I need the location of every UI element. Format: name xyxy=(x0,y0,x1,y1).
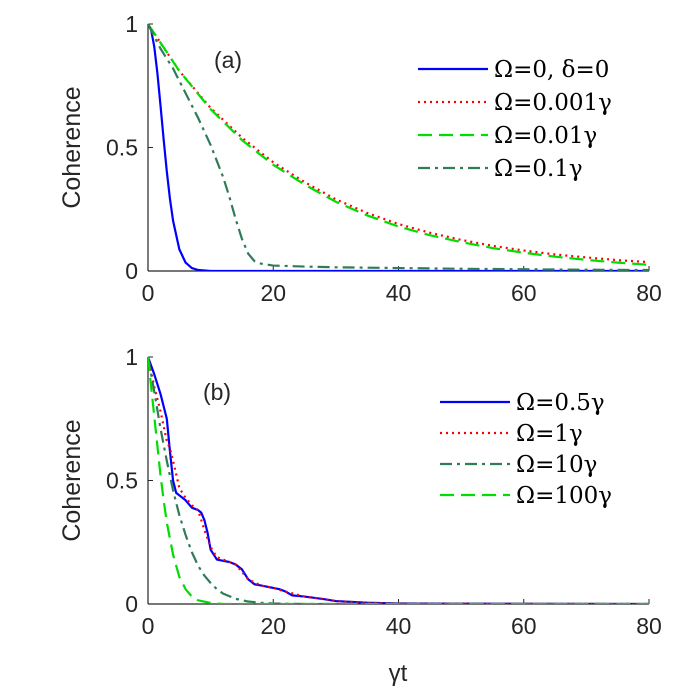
y-tick-label: 1 xyxy=(125,344,138,370)
legend-label: Ω=0.001γ xyxy=(494,90,612,116)
x-tick-label: 40 xyxy=(386,613,412,639)
series-line-1 xyxy=(148,356,649,604)
series-line-3 xyxy=(148,23,649,266)
x-tick-label: 80 xyxy=(636,280,662,306)
legend-label: Ω=0, δ=0 xyxy=(494,57,609,83)
series-line-4 xyxy=(148,23,649,271)
x-tick-label: 20 xyxy=(260,613,286,639)
y-tick-label: 0 xyxy=(125,591,138,617)
legend-label: Ω=0.5γ xyxy=(516,390,605,416)
y-tick-label: 0.5 xyxy=(106,468,138,494)
y-tick-label: 1 xyxy=(125,11,138,37)
x-tick-label: 20 xyxy=(260,280,286,306)
y-axis-label: Coherence xyxy=(58,86,86,208)
legend-label: Ω=0.1γ xyxy=(494,156,583,182)
series-line-2 xyxy=(148,23,649,264)
panel-a: 0 20 40 60 80 0 0.5 1 Coherence (a) Ω=0, δ=0 Ω=0.00… xyxy=(58,11,662,306)
legend-label: Ω=1γ xyxy=(516,421,583,447)
x-tick-label: 60 xyxy=(511,280,537,306)
panel-label: (b) xyxy=(203,379,231,405)
y-tick-label: 0 xyxy=(125,258,138,284)
series-line-4 xyxy=(148,356,649,604)
y-tick-label: 0.5 xyxy=(106,135,138,161)
series-line-1 xyxy=(148,23,649,271)
y-axis-label: Coherence xyxy=(58,419,86,541)
x-tick-label: 40 xyxy=(386,280,412,306)
x-tick-label: 0 xyxy=(142,613,155,639)
legend-label: Ω=10γ xyxy=(516,452,597,478)
x-tick-label: 60 xyxy=(511,613,537,639)
x-tick-label: 0 xyxy=(142,280,155,306)
x-tick-label: 80 xyxy=(636,613,662,639)
legend-label: Ω=0.01γ xyxy=(494,123,597,149)
panel-label: (a) xyxy=(214,47,242,73)
legend-label: Ω=100γ xyxy=(516,483,612,509)
panel-b: 0 20 40 60 80 0 0.5 1 Coherence (b) Ω=0.5γ Ω=1γ Ω=10… xyxy=(58,344,662,639)
x-axis-label: γt xyxy=(389,660,408,687)
series-line-3 xyxy=(148,356,649,604)
